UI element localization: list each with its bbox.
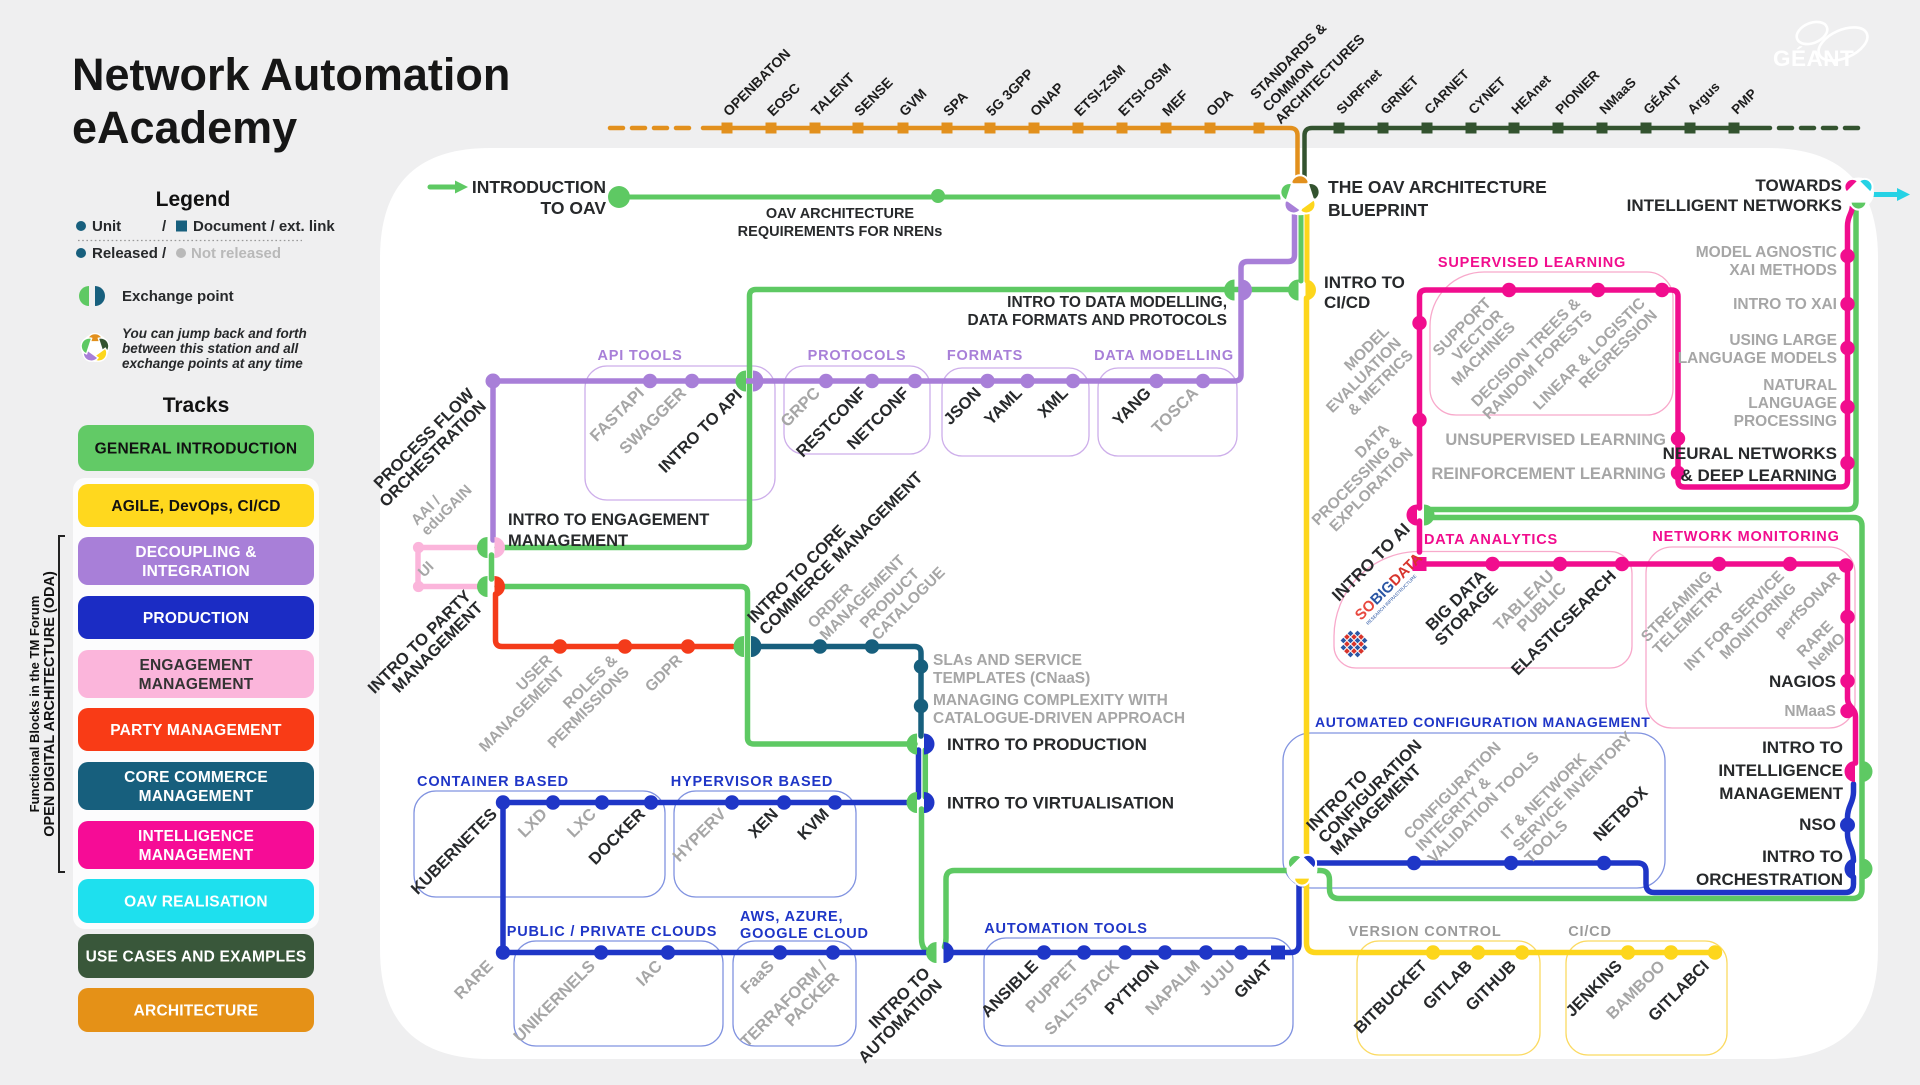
svg-text:OAV ARCHITECTURE: OAV ARCHITECTURE [766,206,915,222]
svg-text:NATURAL: NATURAL [1763,377,1837,394]
svg-text:OPEN DIGITAL ARCHITECTURE (ODA: OPEN DIGITAL ARCHITECTURE (ODA) [42,571,58,837]
svg-text:TEMPLATES (CNaaS): TEMPLATES (CNaaS) [933,670,1090,687]
svg-text:Unit: Unit [92,218,121,235]
svg-text:PROTOCOLS: PROTOCOLS [808,348,907,364]
svg-text:PRODUCTION: PRODUCTION [143,610,249,627]
svg-text:NMaaS: NMaaS [1784,703,1836,720]
svg-text:MANAGEMENT: MANAGEMENT [139,676,254,693]
svg-text:between this station and all: between this station and all [122,341,299,356]
svg-text:NEURAL NETWORKS: NEURAL NETWORKS [1663,444,1837,463]
svg-text:AUTOMATED CONFIGURATION MANAGE: AUTOMATED CONFIGURATION MANAGEMENT [1315,714,1650,730]
svg-text:AGILE, DevOps, CI/CD: AGILE, DevOps, CI/CD [111,498,280,515]
svg-text:TO OAV: TO OAV [541,198,607,218]
svg-text:ARCHITECTURE: ARCHITECTURE [134,1003,259,1020]
svg-text:Functional Blocks in the TM Fo: Functional Blocks in the TM Forum [27,596,42,813]
svg-text:PUBLIC / PRIVATE CLOUDS: PUBLIC / PRIVATE CLOUDS [507,924,717,940]
svg-text:AWS, AZURE,: AWS, AZURE, [740,909,843,925]
svg-text:CORE COMMERCE: CORE COMMERCE [124,769,268,786]
svg-text:NAGIOS: NAGIOS [1769,672,1836,691]
svg-text:USING LARGE: USING LARGE [1729,332,1837,349]
svg-text:CATALOGUE-DRIVEN APPROACH: CATALOGUE-DRIVEN APPROACH [933,710,1185,727]
svg-text:INTRO TO XAI: INTRO TO XAI [1733,296,1837,313]
svg-text:SLAs AND SERVICE: SLAs AND SERVICE [933,652,1082,669]
svg-text:NETWORK MONITORING: NETWORK MONITORING [1652,529,1839,545]
svg-text:INTRO TO PRODUCTION: INTRO TO PRODUCTION [947,735,1147,754]
svg-text:INTRO TO: INTRO TO [1762,847,1843,866]
svg-text:REQUIREMENTS FOR NRENs: REQUIREMENTS FOR NRENs [738,224,943,240]
svg-text:MANAGEMENT: MANAGEMENT [139,788,254,805]
svg-text:eAcademy: eAcademy [72,102,297,153]
svg-text:GENERAL INTRODUCTION: GENERAL INTRODUCTION [95,441,298,458]
svg-text:Released: Released [92,245,158,262]
svg-text:PROCESSING: PROCESSING [1734,413,1837,430]
svg-text:INTRO TO: INTRO TO [1324,273,1405,292]
svg-text:MODEL AGNOSTIC: MODEL AGNOSTIC [1696,244,1837,261]
svg-text:INTELLIGENCE: INTELLIGENCE [1718,761,1843,780]
svg-text:LANGUAGE MODELS: LANGUAGE MODELS [1678,350,1837,367]
svg-text:MANAGEMENT: MANAGEMENT [139,847,254,864]
svg-text:DATA MODELLING: DATA MODELLING [1094,348,1234,364]
svg-text:Exchange point: Exchange point [122,288,234,305]
svg-text:INTELLIGENCE: INTELLIGENCE [138,828,254,845]
svg-text:Not released: Not released [191,245,281,262]
svg-text:UNSUPERVISED LEARNING: UNSUPERVISED LEARNING [1445,431,1666,449]
svg-text:GOOGLE CLOUD: GOOGLE CLOUD [740,926,869,942]
svg-text:exchange points at any time: exchange points at any time [122,356,303,371]
svg-text:REINFORCEMENT LEARNING: REINFORCEMENT LEARNING [1431,465,1666,483]
svg-text:AUTOMATION TOOLS: AUTOMATION TOOLS [984,921,1147,937]
svg-text:DATA ANALYTICS: DATA ANALYTICS [1424,532,1558,548]
svg-text:INTRO TO ENGAGEMENT: INTRO TO ENGAGEMENT [508,511,709,529]
svg-text:INTRODUCTION: INTRODUCTION [472,177,606,197]
svg-text:PARTY MANAGEMENT: PARTY MANAGEMENT [110,722,282,739]
svg-text:CI/CD: CI/CD [1568,924,1611,940]
svg-text:MANAGING COMPLEXITY WITH: MANAGING COMPLEXITY WITH [933,692,1168,709]
svg-text:Tracks: Tracks [163,394,230,417]
svg-text:DATA FORMATS AND PROTOCOLS: DATA FORMATS AND PROTOCOLS [968,312,1227,329]
svg-text:XAI METHODS: XAI METHODS [1729,262,1837,279]
svg-text:ORCHESTRATION: ORCHESTRATION [1696,870,1843,889]
svg-text:INTEGRATION: INTEGRATION [142,563,250,580]
svg-text:TOWARDS: TOWARDS [1755,176,1842,195]
svg-text:/: / [162,218,167,235]
svg-text:DECOUPLING &: DECOUPLING & [135,544,256,561]
svg-text:Legend: Legend [156,188,231,211]
svg-text:LANGUAGE: LANGUAGE [1748,395,1837,412]
svg-text:INTRO TO VIRTUALISATION: INTRO TO VIRTUALISATION [947,794,1174,813]
svg-text:You can jump back and forth: You can jump back and forth [122,326,307,341]
svg-text:CONTAINER BASED: CONTAINER BASED [417,774,569,790]
svg-text:FORMATS: FORMATS [947,348,1023,364]
svg-text:Network Automation: Network Automation [72,49,510,100]
svg-text:VERSION CONTROL: VERSION CONTROL [1349,924,1502,940]
svg-text:BLUEPRINT: BLUEPRINT [1328,200,1428,220]
svg-text:& DEEP LEARNING: & DEEP LEARNING [1681,466,1838,485]
svg-text:GÉANT: GÉANT [1773,46,1854,71]
svg-text:USE CASES AND EXAMPLES: USE CASES AND EXAMPLES [86,949,307,966]
svg-text:INTELLIGENT NETWORKS: INTELLIGENT NETWORKS [1627,196,1842,215]
svg-text:/: / [162,245,167,262]
svg-text:INTRO TO: INTRO TO [1762,738,1843,757]
svg-text:MANAGEMENT: MANAGEMENT [508,532,628,550]
svg-text:CI/CD: CI/CD [1324,293,1370,312]
svg-text:SUPERVISED LEARNING: SUPERVISED LEARNING [1438,255,1626,271]
svg-text:MANAGEMENT: MANAGEMENT [1719,784,1843,803]
svg-text:API TOOLS: API TOOLS [597,348,682,364]
svg-text:Document / ext. link: Document / ext. link [193,218,335,235]
svg-text:HYPERVISOR BASED: HYPERVISOR BASED [671,774,833,790]
svg-text:OAV REALISATION: OAV REALISATION [124,894,268,911]
svg-text:NSO: NSO [1799,815,1836,834]
svg-text:INTRO TO DATA MODELLING,: INTRO TO DATA MODELLING, [1007,294,1227,311]
svg-text:THE OAV ARCHITECTURE: THE OAV ARCHITECTURE [1328,177,1547,197]
svg-text:ENGAGEMENT: ENGAGEMENT [139,657,252,674]
